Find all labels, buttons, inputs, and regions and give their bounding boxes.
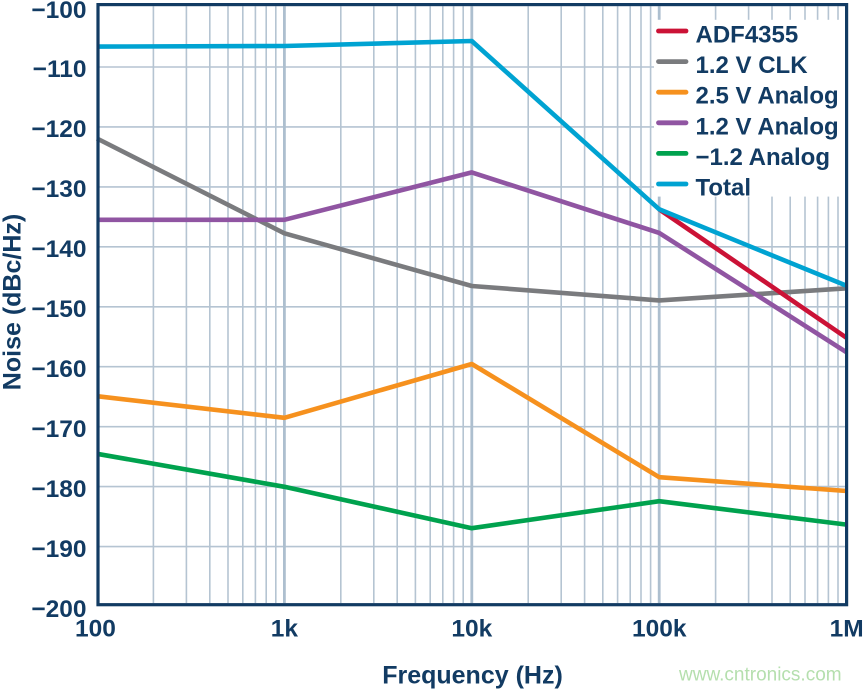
- svg-text:−150: −150: [31, 296, 86, 323]
- svg-text:www.cntronics.com: www.cntronics.com: [678, 665, 842, 686]
- svg-text:−180: −180: [31, 476, 86, 503]
- svg-text:10k: 10k: [451, 616, 492, 643]
- svg-text:2.5 V Analog: 2.5 V Analog: [696, 83, 839, 110]
- svg-text:−1.2 Analog: −1.2 Analog: [696, 144, 830, 171]
- svg-text:100k: 100k: [632, 616, 687, 643]
- svg-text:−200: −200: [31, 596, 86, 623]
- svg-text:1.2 V Analog: 1.2 V Analog: [696, 113, 839, 140]
- svg-text:−120: −120: [31, 116, 86, 143]
- svg-text:−160: −160: [31, 356, 86, 383]
- svg-text:−100: −100: [31, 0, 86, 24]
- svg-text:1M: 1M: [830, 616, 864, 643]
- svg-text:−140: −140: [31, 236, 86, 263]
- svg-text:1k: 1k: [271, 616, 299, 643]
- svg-text:Frequency (Hz): Frequency (Hz): [382, 662, 563, 689]
- svg-text:Noise (dBc/Hz): Noise (dBc/Hz): [0, 214, 27, 390]
- svg-text:1.2 V CLK: 1.2 V CLK: [696, 52, 809, 79]
- svg-text:100: 100: [75, 616, 116, 643]
- svg-text:−170: −170: [31, 416, 86, 443]
- svg-text:−190: −190: [31, 536, 86, 563]
- svg-text:ADF4355: ADF4355: [696, 22, 799, 49]
- svg-text:Total: Total: [696, 175, 752, 202]
- svg-text:−110: −110: [33, 56, 87, 83]
- svg-text:−130: −130: [31, 176, 86, 203]
